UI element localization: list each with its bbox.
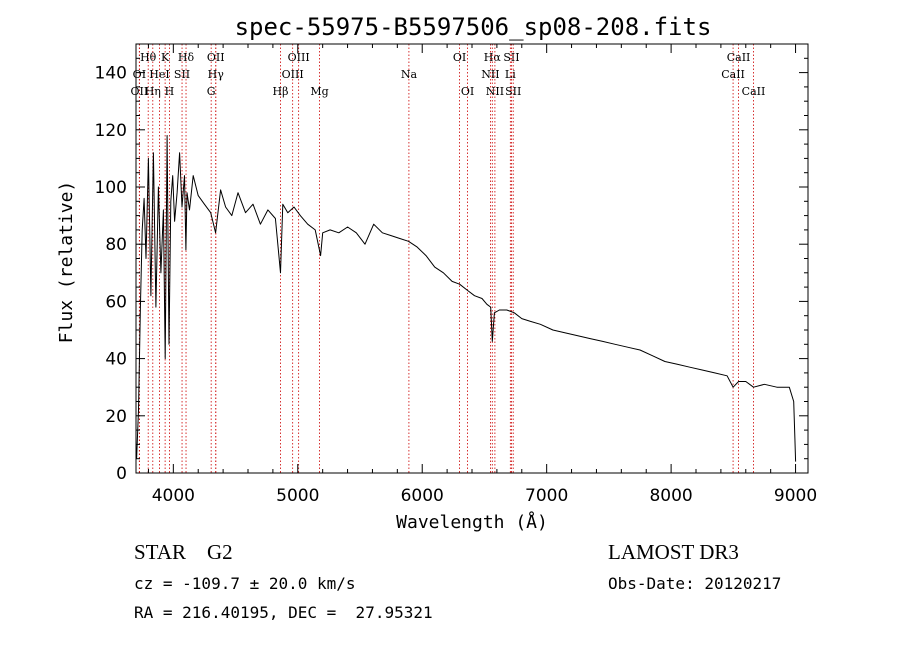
line-label-7: SII [503, 51, 519, 64]
x-tick-label-1: 5000 [276, 486, 319, 506]
line-label-21: G [207, 85, 216, 98]
line-label-15: NII [481, 68, 499, 81]
x-tick-label-2: 6000 [401, 486, 444, 506]
object-class: STAR G2 [134, 540, 233, 564]
line-label-20: H [165, 85, 175, 98]
line-label-24: OI [461, 85, 474, 98]
y-tick-label-3: 60 [105, 292, 127, 312]
x-tick-label-5: 9000 [774, 486, 817, 506]
y-tick-label-4: 80 [105, 235, 127, 255]
line-label-16: Li [505, 68, 516, 81]
y-axis-label: Flux (relative) [56, 181, 77, 344]
line-label-1: K [161, 51, 170, 64]
line-label-10: HeI [149, 68, 169, 81]
y-tick-label-0: 0 [116, 464, 127, 484]
line-label-18: OII [131, 85, 149, 98]
x-tick-label-0: 4000 [152, 486, 195, 506]
line-label-17: CaII [721, 68, 745, 81]
x-tick-label-3: 7000 [525, 486, 568, 506]
line-label-19: Hη [145, 85, 161, 98]
line-label-2: Hδ [178, 51, 195, 64]
line-label-13: OIII [282, 68, 304, 81]
line-label-0: Hθ [140, 51, 157, 64]
plot-frame [135, 43, 809, 474]
y-tick-label-5: 100 [95, 178, 127, 198]
line-label-6: Hα [484, 51, 502, 64]
survey-name: LAMOST DR3 [608, 540, 739, 564]
ra-dec-coordinates: RA = 216.40195, DEC = 27.95321 [134, 603, 433, 622]
line-label-22: Hβ [273, 85, 289, 98]
axis-ticks [136, 44, 808, 474]
x-axis-label: Wavelength (Å) [396, 511, 548, 533]
y-tick-label-7: 140 [95, 64, 127, 84]
y-tick-label-1: 20 [105, 407, 127, 427]
line-label-3: OII [207, 51, 225, 64]
x-tick-label-4: 8000 [649, 486, 692, 506]
line-label-5: OI [453, 51, 466, 64]
line-label-12: Hγ [208, 68, 225, 81]
spectrum-line [136, 135, 797, 462]
line-label-23: Mg [310, 85, 328, 98]
y-tick-label-2: 40 [105, 350, 127, 370]
line-label-14: Na [401, 68, 418, 81]
chart-title: spec-55975-B5597506_sp08-208.fits [235, 13, 712, 41]
line-label-25: NII [486, 85, 504, 98]
axis-tick-labels: 4000 5000 6000 7000 8000 9000 0 20 40 60 80 100 120 1… [95, 64, 818, 506]
redshift-velocity: cz = -109.7 ± 20.0 km/s [134, 574, 356, 593]
line-label-4: OIII [288, 51, 310, 64]
observation-date: Obs-Date: 20120217 [608, 574, 782, 593]
line-label-8: CaII [727, 51, 751, 64]
y-tick-label-6: 120 [95, 121, 127, 141]
spectrum-series [136, 135, 797, 462]
line-label-11: SII [174, 68, 190, 81]
line-label-27: CaII [742, 85, 766, 98]
line-label-26: SII [505, 85, 521, 98]
